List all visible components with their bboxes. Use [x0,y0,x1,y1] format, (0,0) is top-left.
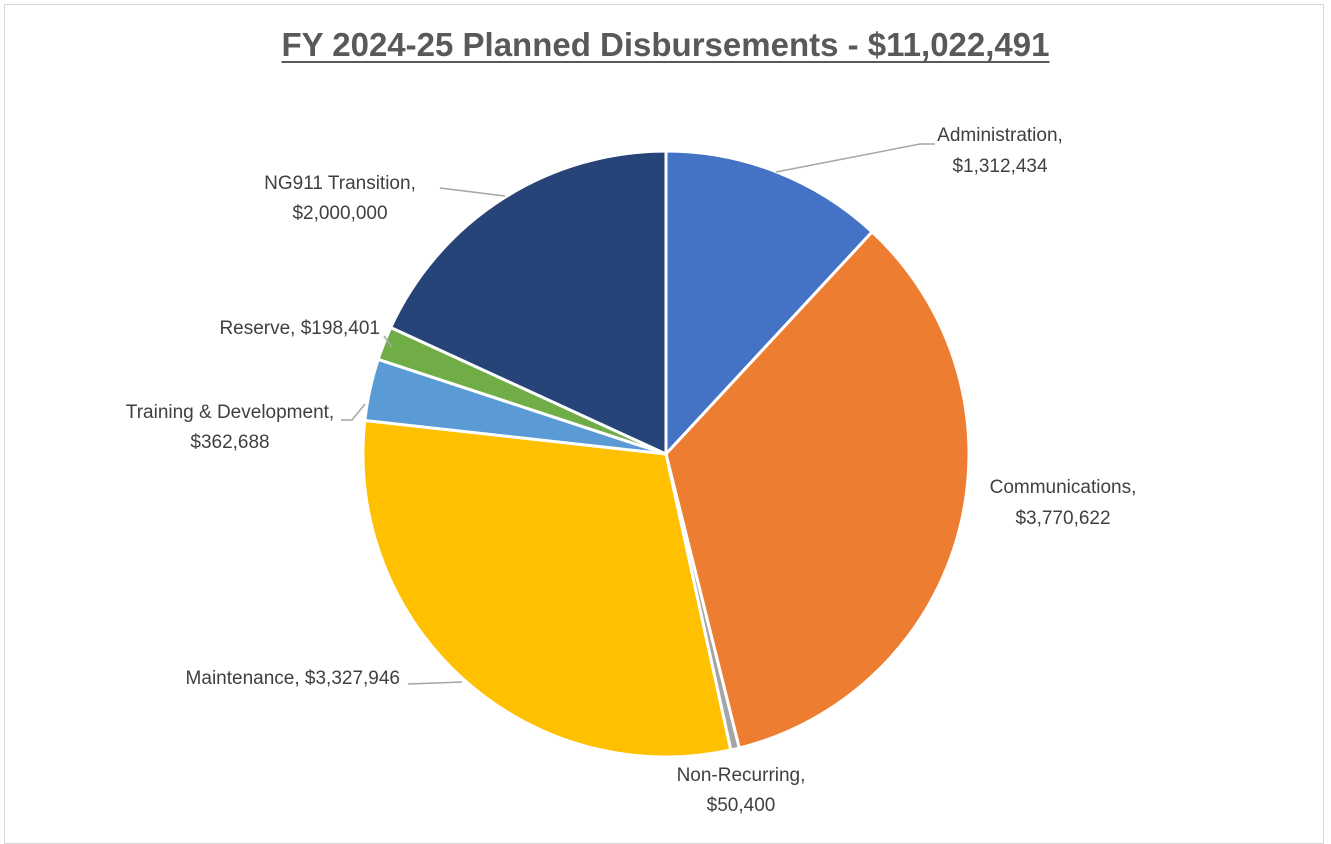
data-labels: Administration, $1,312,434 Communications,… [126,125,1137,816]
chart-title: FY 2024-25 Planned Disbursements - $11,0… [281,26,1050,63]
leader-line-administration [775,143,935,173]
data-label-non-recurring: Non-Recurring, [677,765,806,786]
data-label-administration-value: $1,312,434 [952,156,1048,177]
pie-slice-maintenance [361,418,733,759]
data-label-maintenance: Maintenance, $3,327,946 [186,668,400,689]
pie-slices [361,149,971,759]
leader-line-maintenance [407,681,463,685]
leader-line-reserve [383,335,393,348]
data-label-communications: Communications, [990,477,1137,498]
data-label-training-and-development-value: $362,688 [190,432,269,453]
data-label-ng911-transition: NG911 Transition, [264,173,416,194]
leader-line-ng911-transition [439,187,506,197]
pie-slice-ng911-transition [388,149,668,457]
data-label-communications-value: $3,770,622 [1015,508,1110,529]
data-label-non-recurring-value: $50,400 [707,795,776,816]
leader-line-training-and-development [341,403,366,421]
data-label-ng911-transition-value: $2,000,000 [292,203,387,224]
data-label-training-and-development: Training & Development, [126,402,334,423]
pie-slice-communications [664,229,971,750]
data-label-reserve: Reserve, $198,401 [219,318,380,339]
leader-lines [341,143,935,685]
data-label-administration: Administration, [937,125,1063,146]
